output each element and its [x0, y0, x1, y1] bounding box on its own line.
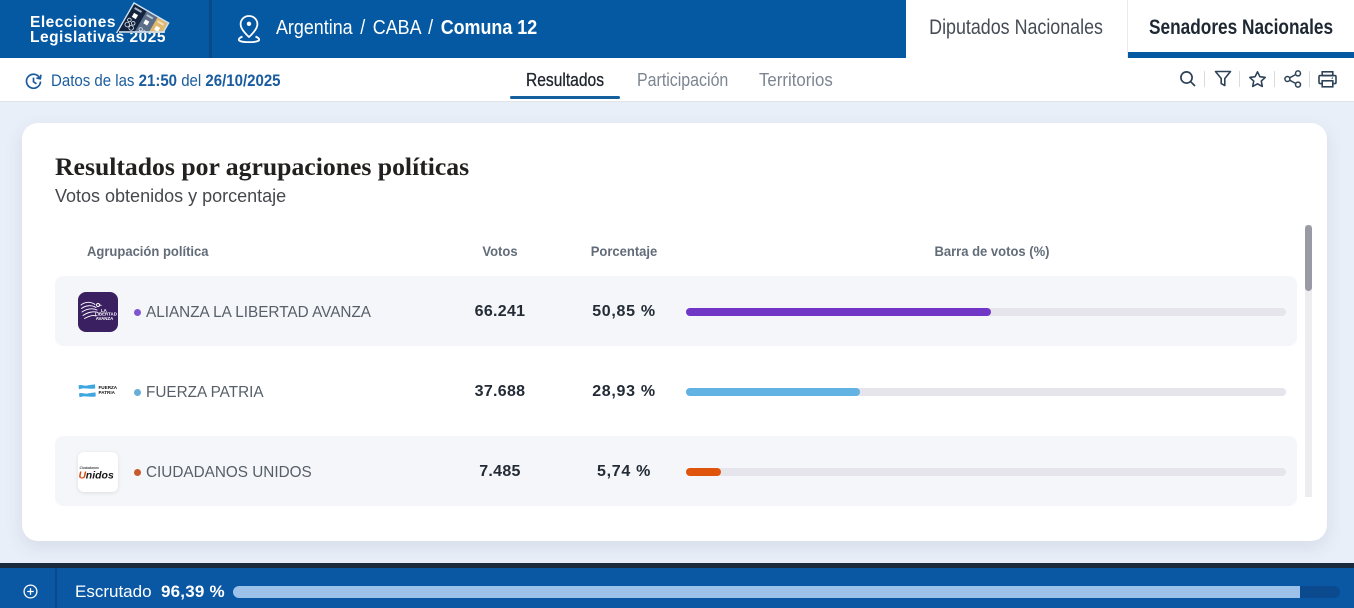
svg-text:nidos: nidos [86, 470, 114, 482]
svg-text:FUERZA: FUERZA [99, 385, 118, 390]
svg-text:Ciudadanos: Ciudadanos [80, 466, 100, 470]
svg-text:LIBERTAD: LIBERTAD [95, 312, 117, 317]
svg-text:AVANZA: AVANZA [96, 316, 114, 321]
svg-text:PATRIA: PATRIA [99, 390, 116, 395]
svg-text:U: U [79, 470, 87, 482]
svg-text:LA: LA [101, 308, 108, 313]
